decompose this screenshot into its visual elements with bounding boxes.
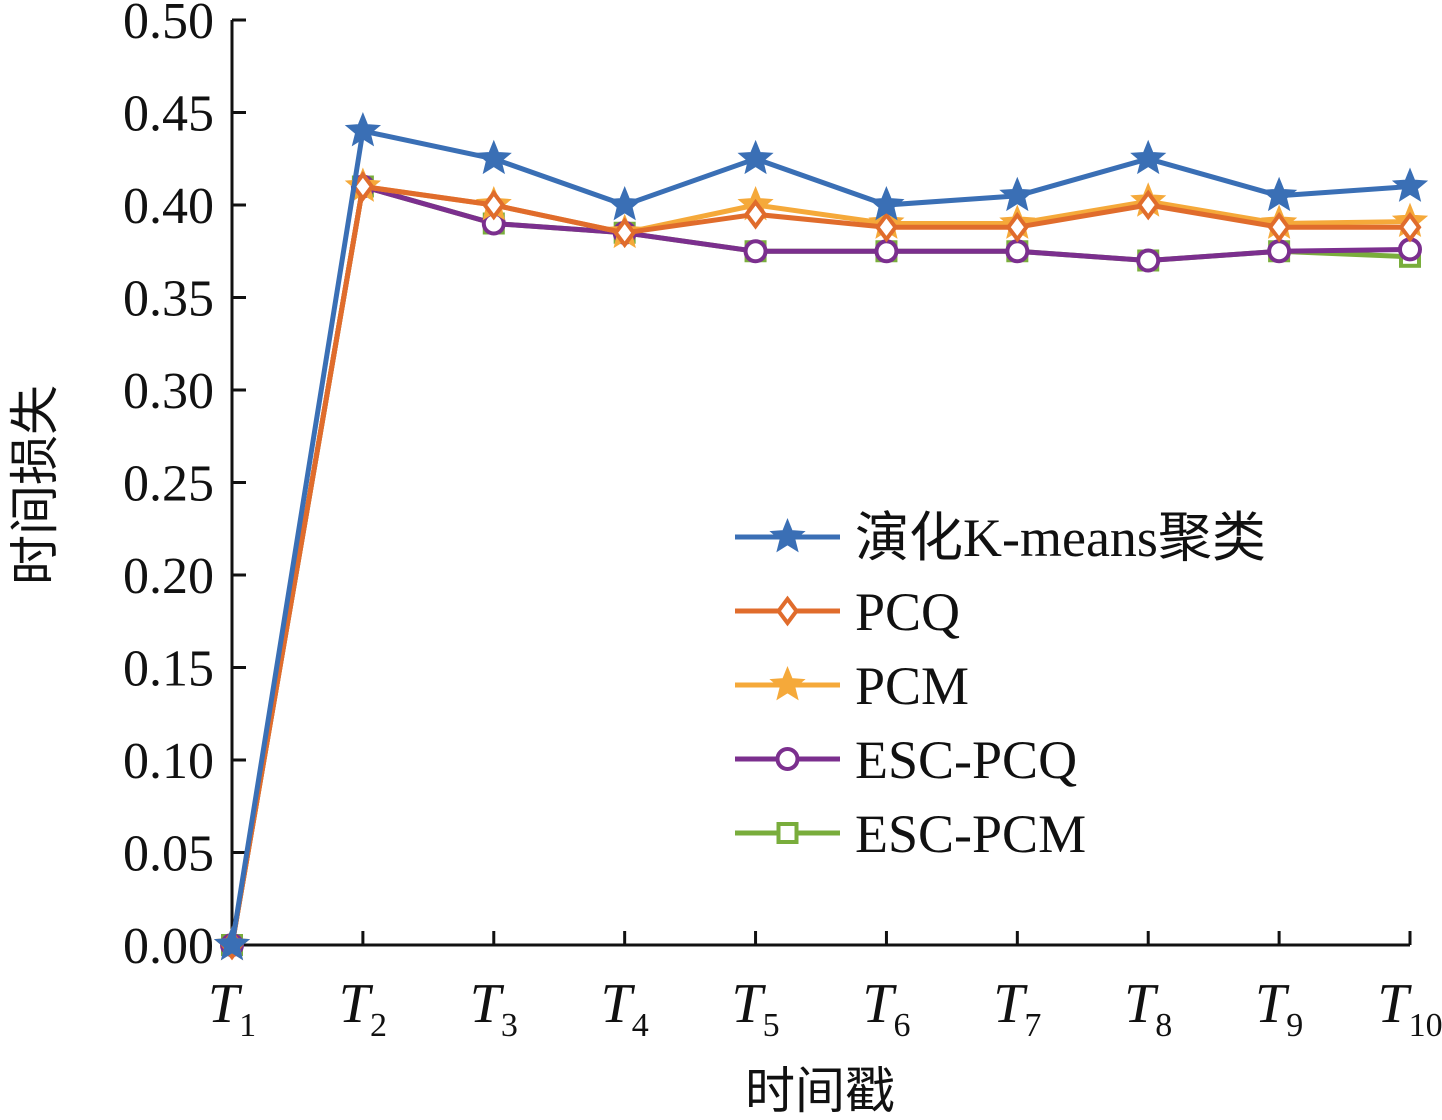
x-tick-label: T5 — [731, 973, 779, 1044]
series-line — [229, 128, 1411, 946]
data-point — [999, 176, 1036, 212]
y-axis-title: 时间损失 — [6, 385, 64, 585]
x-tick-subscript: 4 — [632, 1007, 649, 1044]
y-tick-label: 0.10 — [123, 733, 214, 790]
x-tick-subscript: 2 — [370, 1007, 387, 1044]
legend-marker — [769, 665, 806, 701]
x-tick-subscript: 9 — [1286, 1007, 1303, 1044]
y-tick-label: 0.30 — [123, 363, 214, 420]
y-tick-label: 0.25 — [123, 456, 214, 513]
x-tick-subscript: 6 — [894, 1007, 911, 1044]
legend-entry: 演化K-means聚类 — [735, 508, 1266, 568]
data-point — [1267, 239, 1292, 264]
legend-label: ESC-PCQ — [855, 730, 1077, 790]
legend-label: ESC-PCM — [855, 804, 1086, 864]
legend-marker — [776, 595, 799, 627]
y-tick-label: 0.05 — [123, 826, 214, 883]
series-line — [229, 184, 1411, 946]
x-tick-label: T1 — [208, 973, 256, 1044]
x-tick-label: T10 — [1377, 973, 1442, 1044]
legend-entry: PCQ — [735, 582, 960, 642]
data-point — [1267, 211, 1291, 243]
legend-marker — [775, 747, 800, 771]
legend: 演化K-means聚类 PCQ PCM ESC-PCQ ESC-PCM — [735, 508, 1266, 864]
series-line — [229, 184, 1410, 946]
data-point — [213, 925, 251, 961]
x-tick-label: T9 — [1255, 973, 1303, 1044]
x-tick-label: T2 — [339, 973, 387, 1044]
legend-entry: PCM — [735, 656, 969, 716]
data-point — [613, 217, 637, 249]
data-point — [744, 198, 768, 230]
y-tick-label: 0.35 — [123, 271, 214, 328]
data-point — [737, 139, 774, 175]
y-tick-label: 0.20 — [123, 548, 214, 605]
x-tick-subscript: 5 — [763, 1007, 780, 1044]
data-point — [482, 189, 506, 221]
x-axis: T1 T2 T3 T4 T5 T6 T7 T8 T9 T10 — [208, 931, 1442, 1044]
x-tick-subscript: 1 — [239, 1007, 256, 1044]
data-point — [1391, 167, 1429, 202]
data-point — [1398, 211, 1422, 243]
x-tick-subscript: 3 — [501, 1007, 518, 1044]
x-tick-label: T8 — [1124, 973, 1172, 1044]
legend-marker — [776, 822, 799, 844]
data-point — [344, 111, 382, 147]
data-point — [868, 186, 905, 221]
legend-entry: ESC-PCQ — [735, 730, 1077, 790]
legend-marker — [769, 517, 806, 553]
legend-label: 演化K-means聚类 — [855, 508, 1266, 568]
legend-label: PCQ — [855, 582, 960, 642]
data-point — [1005, 211, 1029, 243]
data-point — [874, 239, 899, 264]
x-tick-subscript: 10 — [1409, 1007, 1442, 1044]
data-point — [1136, 248, 1161, 273]
series-1 — [213, 111, 1429, 961]
x-tick-subscript: 7 — [1024, 1007, 1041, 1044]
y-tick-label: 0.15 — [123, 641, 214, 698]
x-tick-label: T3 — [470, 973, 518, 1044]
x-tick-subscript: 8 — [1155, 1007, 1172, 1044]
x-tick-label: T7 — [993, 973, 1041, 1044]
series-layer — [213, 111, 1429, 961]
y-axis: 0.00 0.05 0.10 0.15 0.20 0.25 0.30 0.35 0.40 0.45… — [123, 0, 246, 975]
y-tick-label: 0.45 — [123, 86, 214, 143]
data-point — [1005, 239, 1030, 264]
data-point — [606, 185, 643, 221]
data-point — [743, 239, 768, 264]
x-tick-label: T4 — [601, 973, 649, 1044]
x-tick-label: T6 — [862, 973, 910, 1044]
data-point — [874, 211, 898, 243]
x-axis-title: 时间戳 — [745, 1062, 895, 1120]
y-tick-label: 0.00 — [123, 918, 214, 975]
data-point — [475, 139, 512, 175]
y-tick-label: 0.40 — [123, 178, 214, 235]
legend-entry: ESC-PCM — [735, 804, 1086, 864]
y-tick-label: 0.50 — [123, 0, 214, 50]
data-point — [1130, 139, 1167, 175]
data-point — [1136, 189, 1160, 221]
data-point — [1260, 176, 1298, 212]
legend-label: PCM — [855, 656, 969, 716]
